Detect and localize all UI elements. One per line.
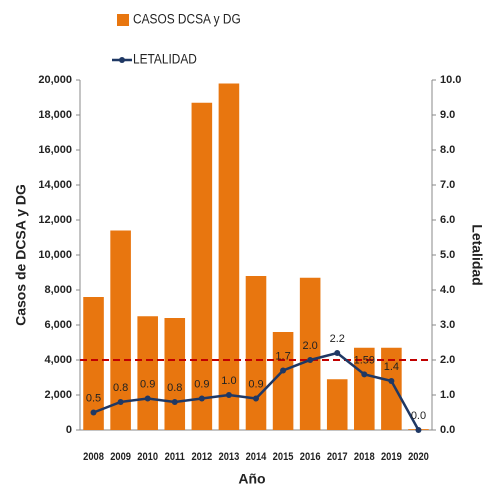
y2-tick-label: 10.0 xyxy=(440,74,461,86)
legend-label: CASOS DCSA y DG xyxy=(133,11,241,27)
y2-tick-label: 1.0 xyxy=(440,389,455,401)
x-tick-label: 2011 xyxy=(165,451,186,463)
bar xyxy=(137,316,158,430)
y2-tick-label: 2.0 xyxy=(440,354,455,366)
data-label: 0.9 xyxy=(194,378,209,390)
data-label: 1.59 xyxy=(354,354,375,366)
bar xyxy=(110,230,131,430)
x-tick-label: 2013 xyxy=(219,451,240,463)
line-point xyxy=(144,395,151,402)
line-point xyxy=(388,378,395,384)
bar xyxy=(326,379,348,430)
data-label: 0.5 xyxy=(86,392,101,404)
y-tick-label: 6,000 xyxy=(44,319,72,331)
line-point xyxy=(225,392,232,398)
y-axis-title: Casos de DCSA y DG xyxy=(13,184,29,326)
line-point xyxy=(198,395,205,402)
y2-axis-title: Letalidad xyxy=(469,224,485,285)
y2-tick-label: 4.0 xyxy=(440,284,455,296)
x-tick-label: 2008 xyxy=(83,451,104,463)
y2-tick-label: 5.0 xyxy=(440,249,455,261)
legend-swatch xyxy=(117,14,129,26)
x-tick-label: 2012 xyxy=(191,451,212,463)
y-tick-label: 20,000 xyxy=(38,74,72,86)
bar xyxy=(218,83,240,430)
data-label: 0.9 xyxy=(248,378,263,390)
x-tick-label: 2015 xyxy=(273,451,294,463)
line-point xyxy=(117,399,124,405)
x-tick-label: 2009 xyxy=(110,451,131,463)
line-point xyxy=(361,371,368,378)
y-tick-label: 12,000 xyxy=(38,214,72,226)
legend-label: LETALIDAD xyxy=(133,51,197,67)
x-tick-label: 2010 xyxy=(137,451,158,463)
line-point xyxy=(171,399,178,405)
bar xyxy=(354,347,375,430)
y-tick-label: 8,000 xyxy=(44,284,72,296)
y2-tick-label: 0.0 xyxy=(440,424,455,436)
x-tick-label: 2014 xyxy=(246,451,267,463)
bar xyxy=(191,102,213,430)
y-tick-label: 2,000 xyxy=(44,389,72,401)
x-tick-label: 2020 xyxy=(408,451,429,463)
data-label: 0.8 xyxy=(113,382,128,394)
data-label: 0.0 xyxy=(411,410,426,422)
x-tick-label: 2018 xyxy=(354,451,375,463)
line-point xyxy=(307,357,314,363)
y2-tick-label: 8.0 xyxy=(440,144,455,156)
line-point xyxy=(253,395,259,402)
y2-tick-label: 9.0 xyxy=(440,109,455,121)
data-label: 2.0 xyxy=(303,340,318,352)
line-point xyxy=(415,427,422,433)
data-label: 0.9 xyxy=(140,378,155,390)
bar xyxy=(83,297,104,430)
y2-tick-label: 3.0 xyxy=(440,319,455,331)
y-tick-label: 14,000 xyxy=(38,179,72,191)
y-tick-label: 4,000 xyxy=(44,354,72,366)
line-point xyxy=(90,409,97,416)
x-tick-label: 2016 xyxy=(300,451,321,463)
bar xyxy=(245,276,267,430)
x-tick-label: 2017 xyxy=(327,451,348,463)
y-tick-label: 0 xyxy=(66,424,72,436)
y-tick-label: 10,000 xyxy=(38,249,72,261)
data-label: 2.2 xyxy=(330,333,345,345)
y2-tick-label: 7.0 xyxy=(440,179,455,191)
bar xyxy=(164,318,186,430)
x-tick-label: 2019 xyxy=(381,451,402,463)
data-label: 1.4 xyxy=(384,361,399,373)
data-label: 1.7 xyxy=(275,350,290,362)
bar xyxy=(299,277,321,430)
line-point xyxy=(280,367,287,374)
legend-swatch xyxy=(119,57,125,63)
y-tick-label: 16,000 xyxy=(38,144,72,156)
bar xyxy=(272,332,294,430)
y-tick-label: 18,000 xyxy=(38,109,72,121)
line-point xyxy=(334,350,341,356)
data-label: 0.8 xyxy=(167,382,182,394)
data-label: 1.0 xyxy=(221,375,236,387)
y2-tick-label: 6.0 xyxy=(440,214,455,226)
x-axis-title: Año xyxy=(238,471,265,487)
bar xyxy=(381,347,402,430)
